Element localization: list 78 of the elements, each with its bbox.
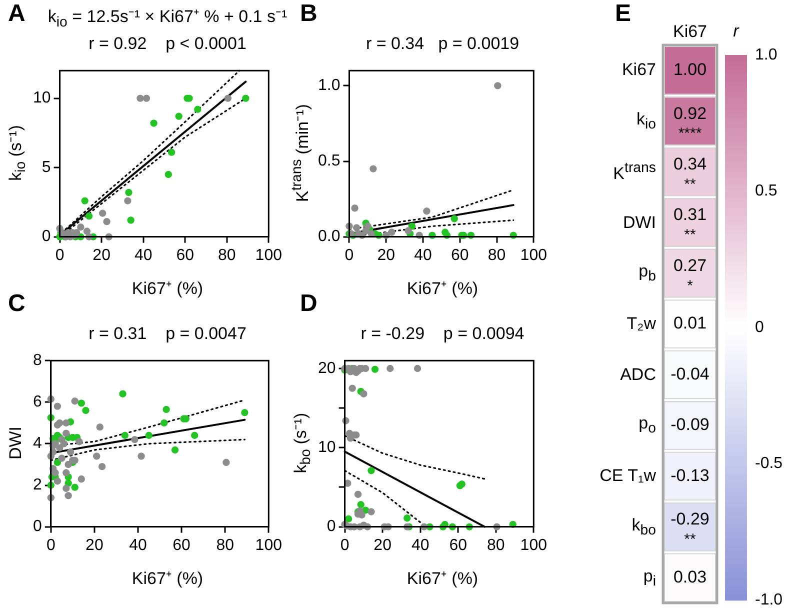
chart-title: k$_{io}$ = 12.5s⁻¹ × Ki67⁺ % + 0.1 s⁻¹	[48, 6, 288, 32]
y-tick-label: k$_{io}$	[636, 109, 656, 133]
color-bar-title: r	[733, 22, 740, 41]
y-tick-label: K$^{trans}$	[613, 160, 656, 184]
data-label: -0.29 **	[670, 510, 710, 548]
y-tick-label: 0.5	[318, 152, 340, 170]
data-label: 0.92 ****	[673, 104, 707, 142]
text: A	[8, 0, 26, 28]
x-tick-label: 80	[486, 536, 505, 554]
text: E	[615, 0, 632, 28]
data-label: 0.27 *	[673, 256, 707, 294]
y-tick-label: 2	[32, 476, 42, 494]
x-tick-label: 20	[86, 536, 104, 554]
y-tick-label: 0	[326, 518, 336, 536]
x-tick-label: 20	[374, 536, 392, 554]
x-tick-label: 0	[55, 246, 64, 264]
y-tick-label: 6	[32, 394, 42, 411]
x-tick-label: 40	[134, 246, 152, 264]
y-tick-label: p$_{o}$	[638, 414, 656, 438]
y-tick-label: 1.0	[318, 77, 340, 94]
data-label: 0.31 **	[673, 205, 707, 244]
text: C	[8, 290, 26, 318]
x-tick-label: 100	[520, 536, 548, 554]
x-tick-label: 40	[411, 536, 430, 554]
data-label: 0.03	[673, 567, 707, 586]
x-axis-title: Ki67⁺ (%)	[406, 278, 480, 299]
text: B	[300, 0, 318, 28]
y-tick-label: DWI	[622, 212, 656, 233]
x-tick-label: 80	[218, 246, 236, 264]
data-label: 0.34 **	[673, 154, 707, 193]
x-axis-title: Ki67⁺ (%)	[130, 278, 204, 299]
chart-title: r = 0.31 p = 0.0047	[88, 323, 246, 344]
y-tick-label: k$_{bo}$	[632, 515, 656, 539]
chart-title: r = 0.34 p = 0.0019	[366, 33, 520, 54]
x-tick-label: 20	[377, 246, 396, 264]
y-tick-label: ADC	[620, 364, 656, 385]
chart-subtitle: r = 0.92 p < 0.0001	[88, 33, 246, 54]
y-tick-label: 0.0	[318, 228, 340, 246]
y-tick-label: p$_{i}$	[643, 566, 656, 590]
color-bar-label: 1.0	[755, 46, 778, 64]
y-tick-label: 0	[42, 228, 51, 246]
x-tick-label: 80	[488, 246, 506, 264]
color-bar-label: -0.5	[755, 455, 783, 472]
y-tick-label: 10	[318, 439, 336, 456]
y-tick-label: 8	[32, 352, 42, 370]
x-tick-label: 100	[255, 246, 282, 264]
x-tick-label: 40	[414, 246, 432, 264]
x-tick-label: 60	[172, 536, 191, 554]
chart-title: r = -0.29 p = 0.0094	[360, 323, 524, 344]
x-tick-label: 100	[255, 536, 282, 554]
y-tick-label: 0	[32, 518, 42, 536]
x-tick-label: 60	[176, 246, 194, 264]
x-tick-label: 80	[216, 536, 234, 554]
y-tick-label: 5	[42, 158, 51, 176]
y-tick-label: T₂w	[626, 314, 656, 334]
data-label: -0.09	[670, 415, 710, 434]
y-tick-label: CE T₁w	[600, 466, 656, 486]
color-bar-label: 0	[755, 318, 764, 336]
data-label: -0.04	[670, 364, 710, 384]
y-tick-label: 20	[318, 360, 336, 377]
data-label: -0.13	[670, 466, 710, 485]
x-tick-label: 60	[450, 246, 469, 264]
x-axis-title: Ki67⁺ (%)	[130, 568, 204, 589]
color-bar-label: 0.5	[755, 182, 778, 200]
data-label: 0.01	[673, 314, 707, 333]
x-tick-label: 40	[129, 536, 147, 554]
y-tick-label: p$_{b}$	[638, 262, 656, 285]
y-tick-label: Ki67	[622, 60, 656, 80]
y-tick-label: 10	[33, 90, 51, 107]
data-label: 1.00	[673, 60, 707, 80]
color-bar-label: -1.0	[755, 591, 783, 608]
x-tick-label: 100	[520, 246, 548, 264]
y-tick-label: 4	[32, 435, 42, 452]
x-tick-label: 20	[92, 246, 111, 264]
x-tick-label: 60	[449, 536, 468, 554]
x-tick-label: 0	[344, 246, 354, 264]
x-axis-title: Ki67⁺ (%)	[406, 568, 480, 589]
text: D	[300, 290, 318, 318]
